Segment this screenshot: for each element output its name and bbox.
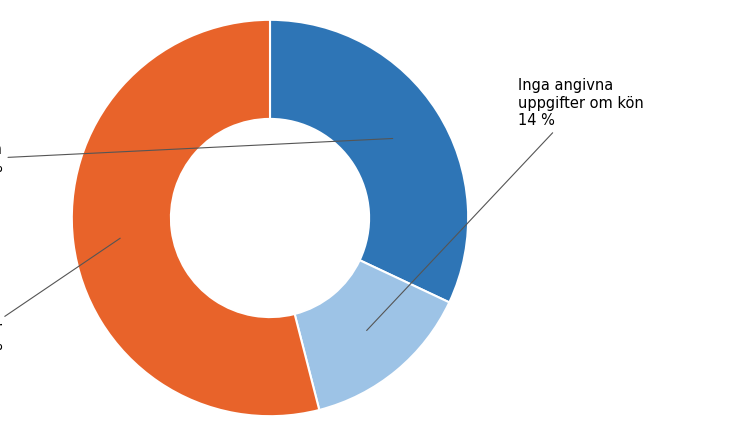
Wedge shape [270, 20, 468, 303]
Text: Kvinnor
54 %: Kvinnor 54 % [0, 238, 120, 353]
Wedge shape [72, 20, 320, 416]
Wedge shape [295, 260, 449, 410]
Text: Inga angivna
uppgifter om kön
14 %: Inga angivna uppgifter om kön 14 % [367, 78, 644, 330]
Text: Män
32 %: Män 32 % [0, 139, 393, 175]
